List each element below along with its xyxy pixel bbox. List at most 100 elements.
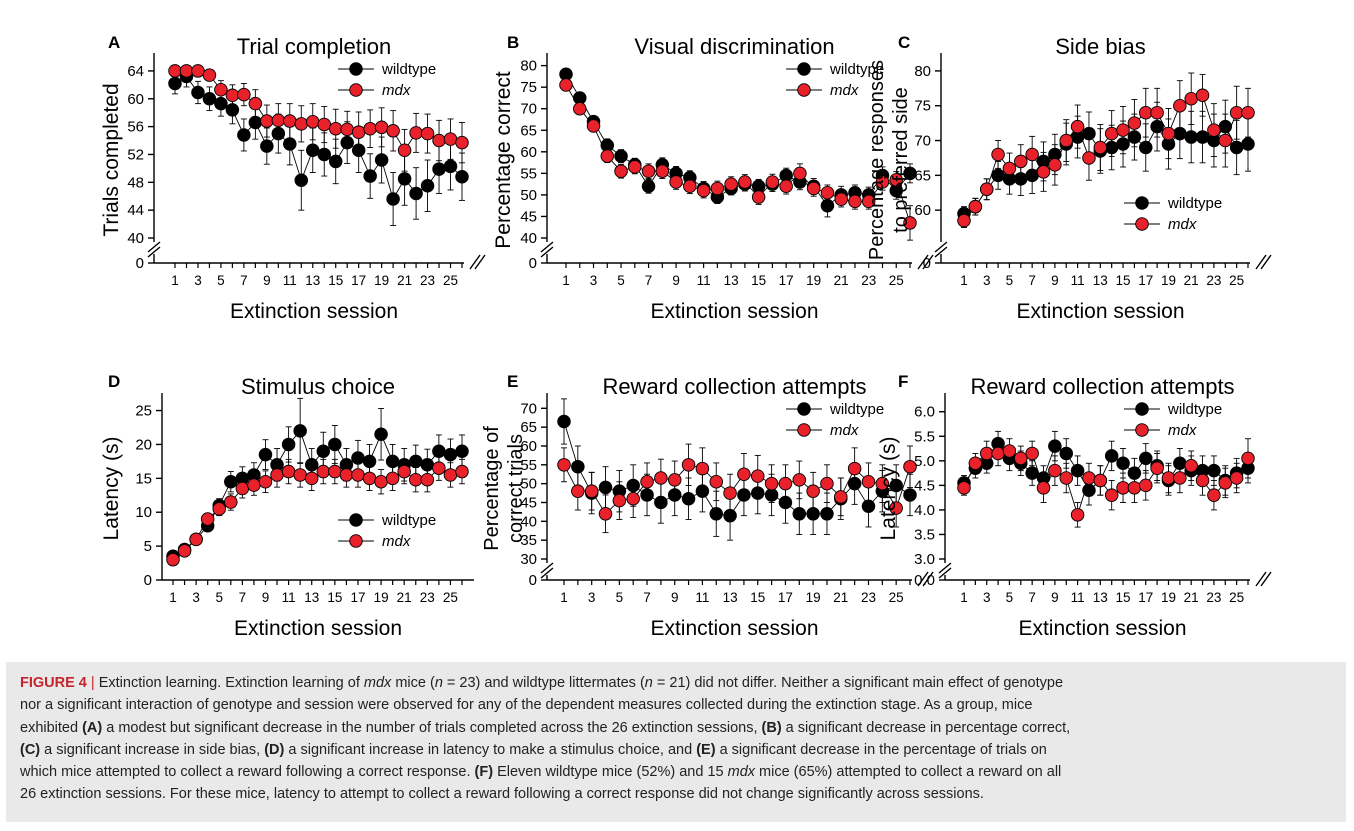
data-point-wildtype [374,153,389,167]
x-tick-label: 3 [588,590,596,605]
x-tick-label: 21 [397,590,412,605]
y-tick-label: 70 [914,133,931,150]
data-point-wildtype [778,495,793,510]
data-point-mdx [455,464,469,479]
data-point-wildtype [1173,456,1187,471]
x-tick-label: 19 [1161,590,1176,605]
y-tick-label: 56 [127,119,144,136]
x-tick-label: 19 [374,273,389,288]
data-point-wildtype [820,507,834,521]
axis-break-mark [1260,254,1272,270]
x-tick-label: 13 [724,273,739,288]
data-point-wildtype [340,135,354,150]
data-point-mdx [1161,471,1176,485]
data-point-mdx [1127,116,1142,130]
y-tick-label: 10 [135,504,152,521]
data-point-mdx [443,132,458,146]
data-point-mdx [1014,451,1028,466]
x-tick-label: 3 [983,273,991,288]
chart-panel-f: F Reward collection attempts 0.0 3.0 3.5 4.0 4… [877,372,1272,640]
data-point-mdx [1036,165,1051,179]
y-tick-label: 64 [127,63,144,80]
x-tick-label: 17 [1138,273,1153,288]
data-point-mdx [695,461,710,476]
data-point-wildtype [751,486,765,500]
data-point-mdx [626,491,640,506]
caption-body: Extinction learning. Extinction learning… [20,675,1070,802]
data-point-wildtype [764,488,779,502]
data-point-wildtype [281,437,296,452]
data-point-mdx [179,64,194,78]
caption-line: Extinction learning. Extinction learning… [94,675,1064,691]
axis-break-mark [934,246,948,258]
x-tick-label: 23 [420,590,435,605]
data-point-wildtype [820,198,835,213]
data-point-mdx [738,175,752,189]
data-point-wildtype [225,103,240,117]
data-point-mdx [1070,508,1085,522]
data-point-wildtype [351,451,365,465]
data-point-mdx [200,512,215,526]
data-point-mdx [258,474,273,489]
x-tick-label: 15 [751,273,766,288]
data-point-mdx [889,501,903,515]
legend-label-wildtype: wildtype [381,61,436,78]
data-point-mdx [1184,458,1198,473]
data-point-wildtype [737,488,751,502]
x-tick-label: 19 [806,590,821,605]
data-point-wildtype [260,139,274,153]
panel-letter: C [898,33,910,52]
y-tick-label: 70 [520,101,537,118]
x-tick-label: 23 [861,273,876,288]
axis-break-mark [540,562,554,574]
legend-marker-wildtype [797,402,811,416]
data-point-mdx [1082,471,1096,485]
x-axis-label: Extinction session [1018,617,1186,640]
data-point-mdx [214,82,228,97]
data-point-mdx [1070,119,1085,134]
legend-label-mdx: mdx [830,422,859,439]
data-point-mdx [979,182,994,197]
chart-title: Trial completion [237,34,391,59]
legend-label-mdx: mdx [830,82,859,99]
data-point-wildtype [598,480,613,495]
data-point-mdx [806,484,820,498]
data-point-mdx [640,475,654,489]
data-point-mdx [557,458,571,472]
data-point-wildtype [224,474,238,489]
x-axis-label: Extinction session [650,617,818,640]
y-tick-label: 4.0 [914,502,935,519]
y-tick-label: 60 [520,144,537,161]
data-point-wildtype [723,508,737,523]
panel-letter: E [507,372,518,391]
data-point-wildtype [432,162,446,176]
legend-marker-mdx [797,423,811,437]
y-axis-label: Trials completed [100,83,123,236]
data-point-wildtype [443,447,458,462]
x-tick-label: 13 [305,273,320,288]
data-point-mdx [764,476,779,491]
data-point-mdx [903,459,917,474]
x-tick-label: 15 [750,590,765,605]
y-tick-label: 15 [135,470,152,487]
data-point-mdx [1218,133,1233,148]
data-point-mdx [1139,478,1153,493]
legend-marker-mdx [349,534,363,548]
data-point-wildtype [903,166,917,181]
y-tick-label: 5 [144,538,152,555]
data-point-wildtype [385,454,400,469]
data-point-wildtype [202,92,217,106]
data-point-wildtype [191,85,205,100]
y-tick-label: 65 [520,122,537,139]
data-point-wildtype [681,491,696,506]
x-tick-label: 7 [1028,273,1036,288]
data-point-mdx [1093,473,1108,488]
data-point-mdx [177,544,192,558]
axis-break-mark [540,246,554,258]
data-point-wildtype [1116,456,1130,471]
x-tick-label: 7 [239,590,247,605]
data-point-wildtype [409,454,423,469]
x-tick-label: 17 [351,273,366,288]
data-point-mdx [991,446,1005,461]
